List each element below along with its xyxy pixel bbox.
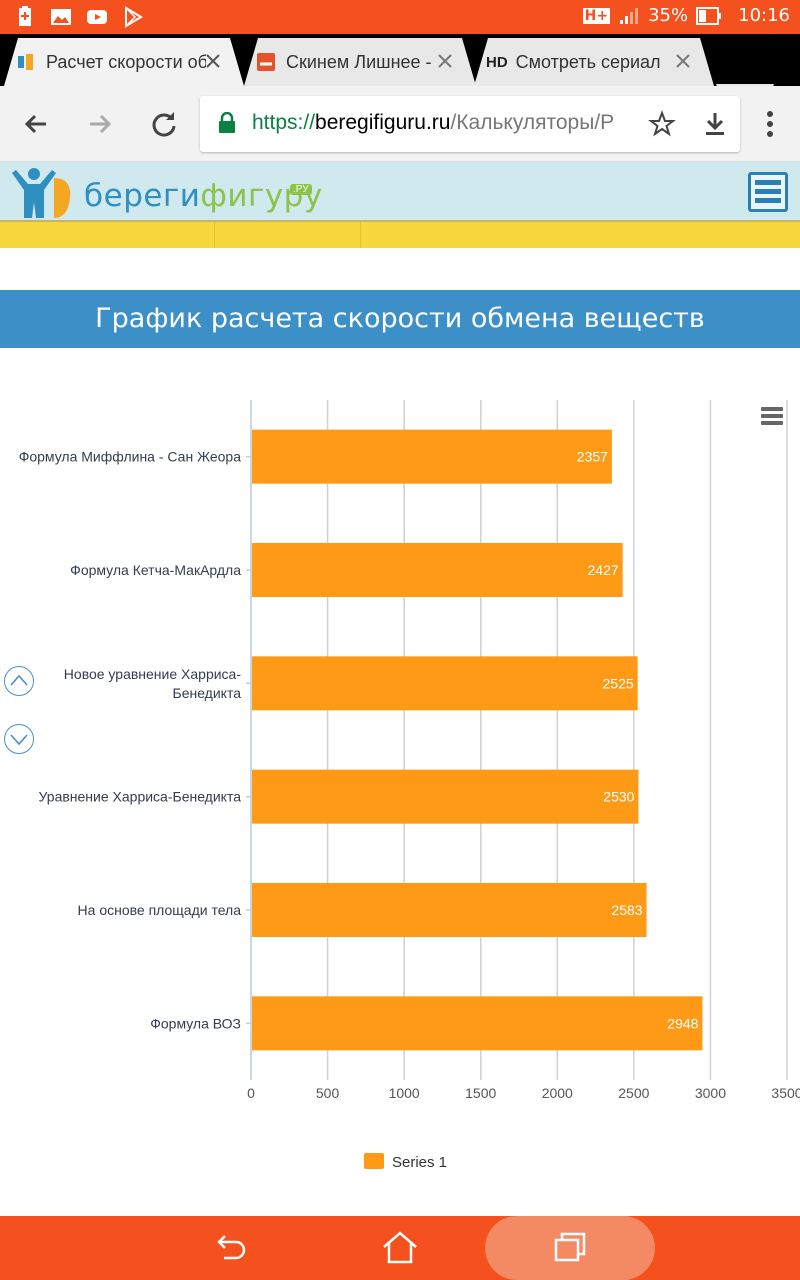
nav-strip <box>0 222 800 248</box>
tab-calculator[interactable]: Расчет скорости обмена <box>4 38 244 86</box>
tab-skinem[interactable]: Скинем Лишнее - <box>244 38 476 86</box>
navigation-bar <box>0 1216 800 1280</box>
x-tick-label: 3000 <box>695 1085 726 1101</box>
lock-icon <box>219 112 235 133</box>
close-tab-icon[interactable] <box>436 52 454 70</box>
bar <box>252 543 623 597</box>
bar <box>252 429 612 484</box>
site-logo-text[interactable]: берегифигуру <box>84 178 323 214</box>
forward-arrow-icon[interactable] <box>84 108 116 140</box>
chart-menu-icon[interactable] <box>760 405 784 427</box>
bookmark-star-icon[interactable] <box>648 110 676 138</box>
category-label: Формула ВОЗ <box>150 1015 241 1031</box>
category-label: Формула Кетча-МакАрдла <box>70 562 241 578</box>
site-logo-domain: .РУ <box>290 184 312 195</box>
tab-favicon-icon <box>256 52 276 72</box>
category-label: Уравнение Харриса-Бенедикта <box>39 789 242 805</box>
play-store-icon <box>125 6 143 28</box>
status-bar: H+ 35% 10:16 <box>0 0 800 34</box>
site-favicon-icon <box>16 52 36 72</box>
category-label: Бенедикта <box>173 685 242 701</box>
section-title: График расчета скорости обмена веществ <box>0 290 800 348</box>
site-logo-icon[interactable] <box>10 164 80 220</box>
hd-favicon-icon: HD <box>486 53 508 71</box>
legend-swatch <box>364 1153 384 1169</box>
clock: 10:16 <box>738 5 790 26</box>
bar-chart: 0 500 1000 1500 2000 2500 3000 3500 2357 Формула … <box>19 400 800 1171</box>
tab-serial[interactable]: HD Смотреть сериал <box>474 38 714 86</box>
data-label: 2530 <box>603 789 634 805</box>
x-tick-label: 2500 <box>618 1085 649 1101</box>
x-tick-label: 1000 <box>389 1085 420 1101</box>
x-tick-label: 2000 <box>542 1085 573 1101</box>
data-label: 2948 <box>667 1015 698 1031</box>
data-label: 2357 <box>577 449 608 465</box>
x-tick-label: 500 <box>316 1085 340 1101</box>
site-menu-button[interactable] <box>748 172 788 212</box>
data-label: 2427 <box>588 562 619 578</box>
browser-toolbar: https://beregifiguru.ru/Калькуляторы/Р <box>0 86 800 162</box>
category-label: Формула Миффлина - Сан Жеора <box>19 449 241 465</box>
x-tick-label: 0 <box>247 1085 255 1101</box>
chevron-down-icon <box>10 734 28 746</box>
network-type-indicator: H+ <box>582 7 611 24</box>
bar <box>252 883 647 937</box>
scroll-up-button[interactable] <box>4 666 34 696</box>
reload-icon[interactable] <box>148 108 180 140</box>
back-nav-icon[interactable] <box>210 1228 250 1268</box>
x-tick-label: 3500 <box>771 1085 800 1101</box>
category-label: На основе площади тела <box>78 902 242 918</box>
bar <box>252 996 703 1051</box>
tab-title: Смотреть сериал <box>515 51 661 72</box>
recents-highlight <box>485 1216 655 1280</box>
tab-strip: Расчет скорости обмена Скинем Лишнее - H… <box>0 34 800 86</box>
overflow-menu-icon[interactable] <box>760 108 780 140</box>
battery-percent: 35% <box>648 5 689 26</box>
bar <box>252 656 638 711</box>
battery-saver-icon <box>19 6 31 26</box>
category-label: Новое уравнение Харриса- <box>64 666 242 682</box>
scroll-down-button[interactable] <box>4 724 34 754</box>
recents-nav-icon[interactable] <box>550 1228 590 1268</box>
home-nav-icon[interactable] <box>380 1228 420 1268</box>
close-tab-icon[interactable] <box>204 52 222 70</box>
data-label: 2583 <box>611 902 642 918</box>
chevron-up-icon <box>10 674 28 686</box>
close-tab-icon[interactable] <box>674 52 692 70</box>
youtube-icon <box>87 10 107 24</box>
download-icon[interactable] <box>702 110 728 138</box>
legend-label: Series 1 <box>392 1154 447 1171</box>
tab-title: Расчет скорости обмена <box>46 51 206 72</box>
site-header: берегифигуру .РУ <box>0 162 800 222</box>
tab-title: Скинем Лишнее - <box>286 51 432 72</box>
signal-icon <box>620 7 639 24</box>
gallery-icon <box>51 9 71 25</box>
bar <box>252 769 639 824</box>
battery-icon <box>696 6 722 25</box>
back-arrow-icon[interactable] <box>20 108 52 140</box>
address-bar[interactable]: https://beregifiguru.ru/Калькуляторы/Р <box>200 96 740 152</box>
data-label: 2525 <box>603 675 634 691</box>
url-text: https://beregifiguru.ru/Калькуляторы/Р <box>252 111 615 134</box>
x-tick-label: 1500 <box>465 1085 496 1101</box>
